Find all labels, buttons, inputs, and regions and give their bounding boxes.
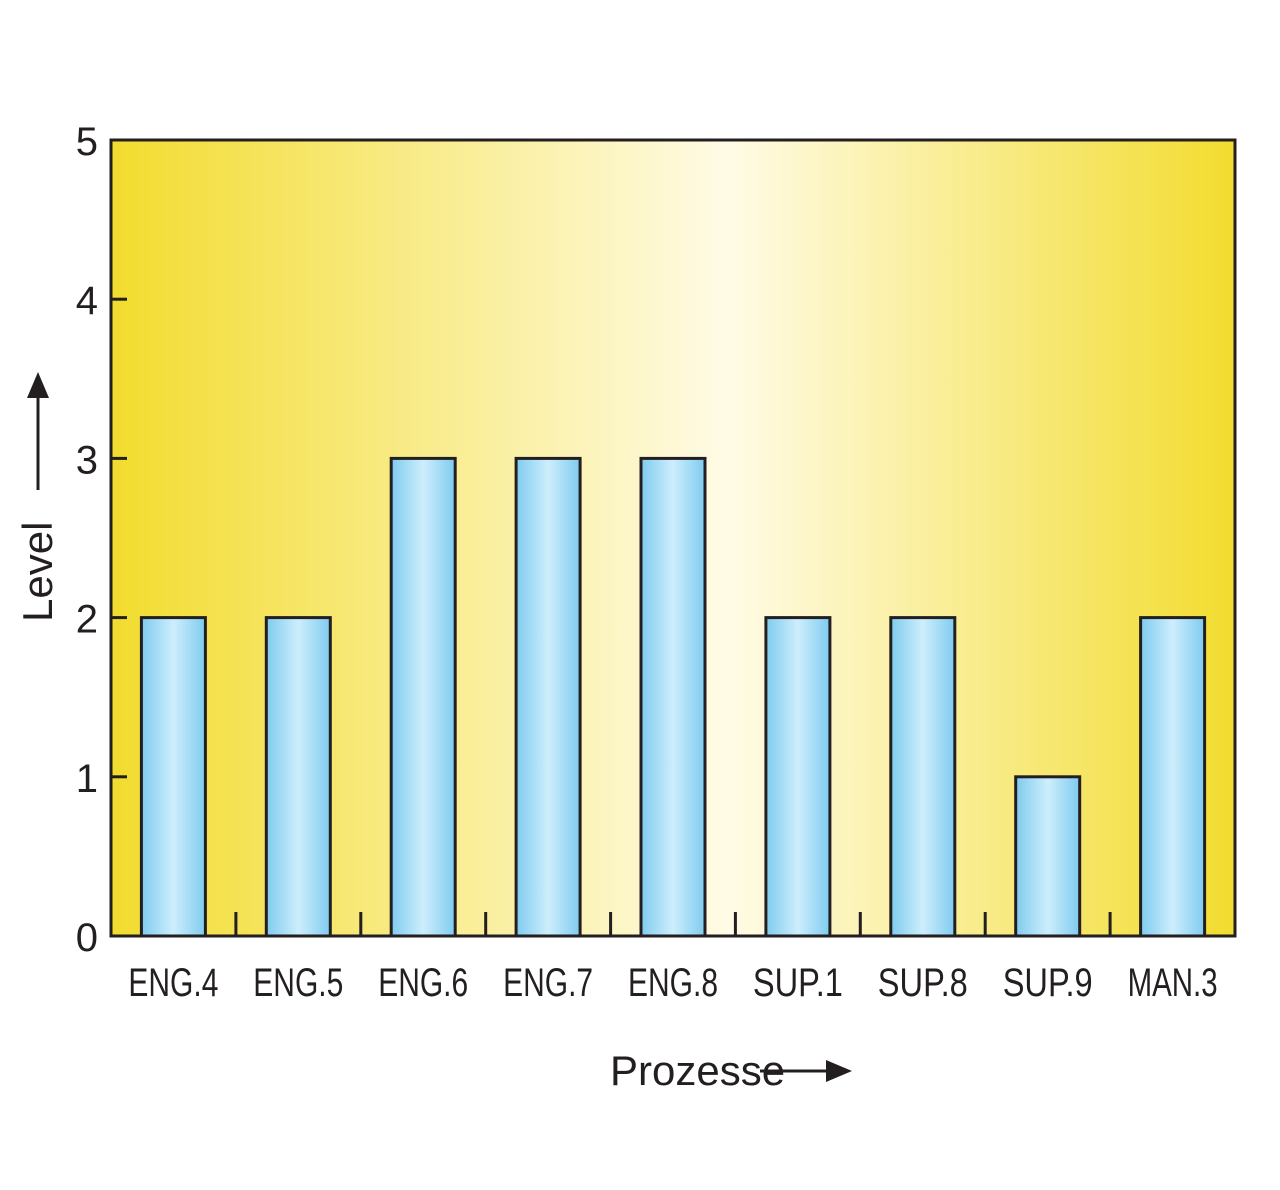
bar-eng-7 xyxy=(514,456,582,938)
x-tick-label: ENG.5 xyxy=(253,961,343,1005)
labels-layer: ENG.4 ENG.5 ENG.6 ENG.7 ENG.8 SUP.1 SUP.8 SUP.9… xyxy=(76,120,1218,1005)
plot-frame xyxy=(109,138,1237,938)
x-tick-label: ENG.8 xyxy=(628,961,718,1005)
bar-eng-5 xyxy=(264,616,332,938)
x-axis-arrow-head-icon xyxy=(826,1060,852,1082)
bar-sup-9 xyxy=(1014,775,1082,938)
y-tick-label: 5 xyxy=(76,120,98,164)
x-tick-label: SUP.9 xyxy=(1003,961,1093,1005)
y-tick-label: 2 xyxy=(76,598,98,642)
x-axis-title: Prozesse xyxy=(610,1047,785,1094)
x-tick-label: ENG.6 xyxy=(378,961,468,1005)
x-tick-label: ENG.7 xyxy=(503,961,593,1005)
ticks-layer xyxy=(111,297,1112,936)
bars-layer xyxy=(139,456,1207,938)
y-axis-arrow-head-icon xyxy=(27,372,49,398)
bar-eng-6 xyxy=(389,456,457,938)
y-axis-title: Level xyxy=(14,522,61,622)
bar-sup-8 xyxy=(889,616,957,938)
bar-eng-8 xyxy=(639,456,707,938)
y-tick-label: 0 xyxy=(76,916,98,960)
x-tick-label: MAN.3 xyxy=(1128,961,1218,1005)
bar-man-3 xyxy=(1139,616,1207,938)
x-tick-label: SUP.8 xyxy=(878,961,968,1005)
y-tick-label: 1 xyxy=(76,757,98,801)
y-tick-label: 3 xyxy=(76,438,98,482)
bar-eng-4 xyxy=(139,616,207,938)
x-axis-title-group: Prozesse xyxy=(610,1047,852,1094)
y-tick-label: 4 xyxy=(76,279,98,323)
bar-sup-1 xyxy=(764,616,832,938)
x-tick-label: SUP.1 xyxy=(753,961,843,1005)
x-tick-label: ENG.4 xyxy=(128,961,218,1005)
y-axis-title-group: Level xyxy=(14,372,61,622)
